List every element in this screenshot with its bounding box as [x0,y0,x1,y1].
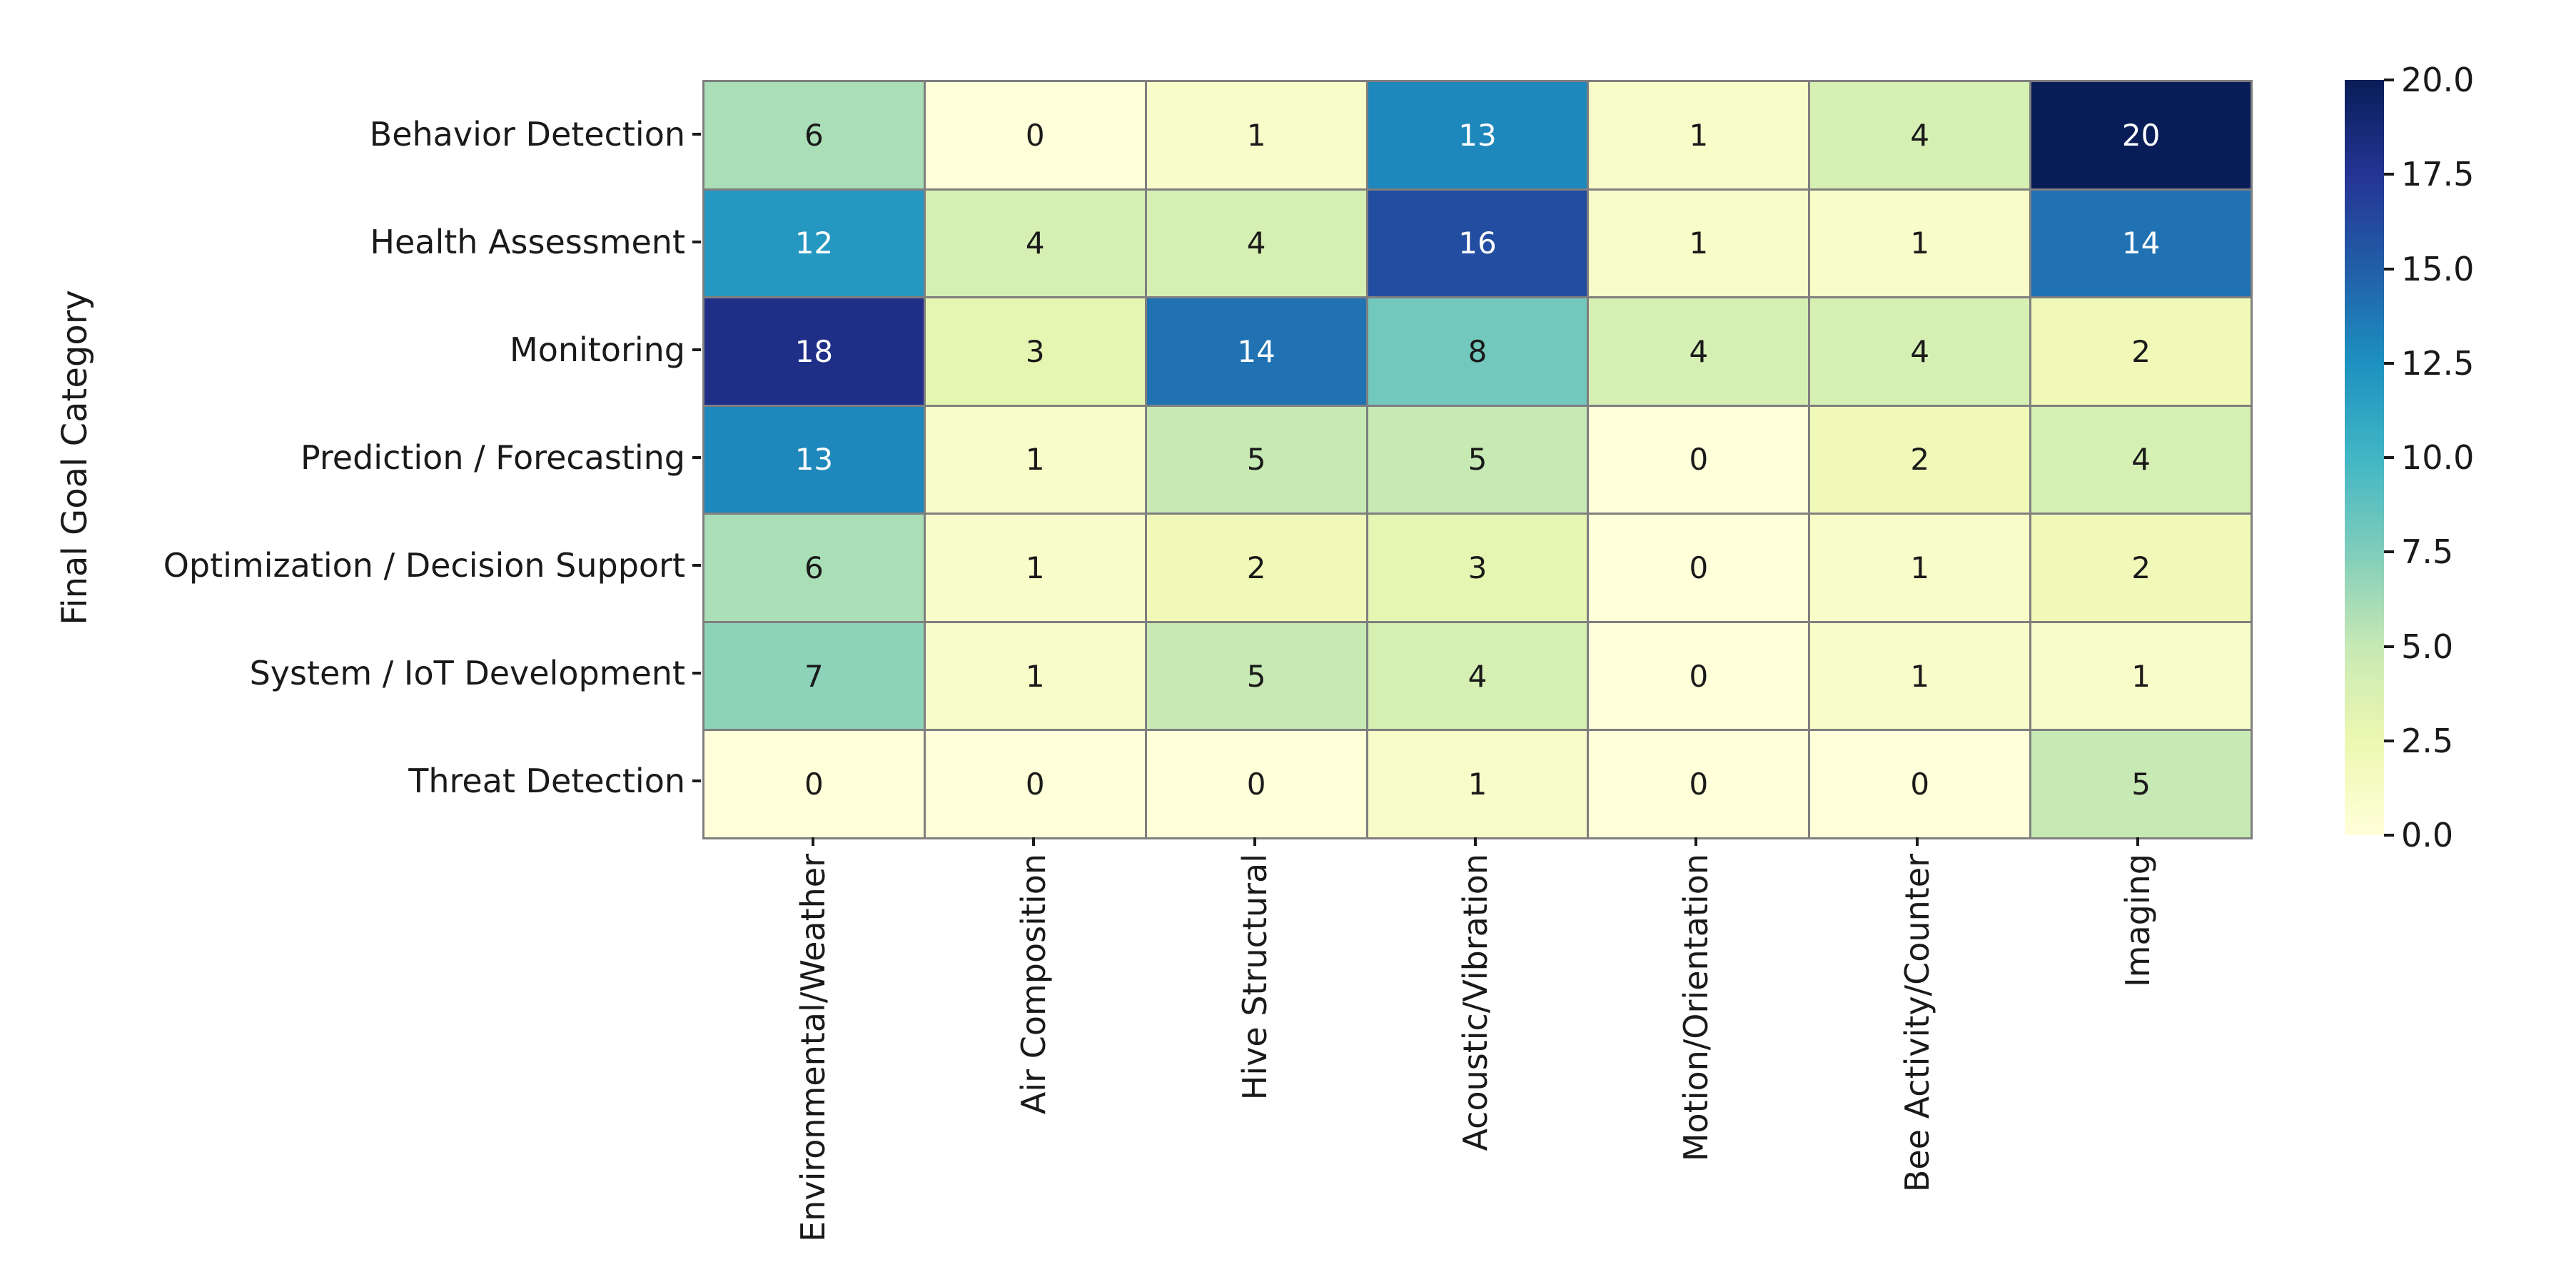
heatmap-cell: 13 [704,406,924,513]
heatmap-cell: 0 [1146,731,1366,837]
x-tick-mark [1694,837,1698,846]
colorbar-tick-label: 2.5 [2401,721,2454,760]
x-tick-label: Environmental/Weather [793,854,832,1242]
heatmap-cell: 1 [1810,190,2030,297]
x-tick-label: Hive Structural [1235,854,1274,1101]
heatmap-cell: 13 [1368,82,1587,188]
colorbar-tick-mark [2384,173,2394,176]
colorbar-tick-label: 12.5 [2401,343,2475,383]
y-tick-mark [692,564,701,567]
colorbar-gradient [2345,80,2384,835]
x-tick-mark [1253,837,1256,846]
heatmap-cell: 12 [704,190,924,297]
colorbar-tick-label: 0.0 [2401,816,2454,854]
x-tick-label: Motion/Orientation [1677,854,1716,1162]
colorbar-tick-mark [2384,456,2394,459]
heatmap-cell: 0 [704,731,924,837]
x-tick-label: Acoustic/Vibration [1456,854,1495,1151]
colorbar-tick-mark [2384,79,2394,81]
x-tick-label: Air Composition [1014,854,1054,1115]
heatmap-cell: 3 [925,298,1145,405]
heatmap-cell: 6 [704,515,924,621]
y-tick-mark [692,348,701,351]
heatmap-cell: 4 [925,190,1145,297]
heatmap-cell: 1 [1810,622,2030,730]
heatmap-cell: 0 [1589,406,1809,513]
colorbar-tick-mark [2384,834,2394,837]
heatmap-cell: 0 [1810,731,2030,837]
heatmap-cell: 14 [2031,190,2251,297]
heatmap-cell: 1 [925,406,1145,513]
heatmap-cell: 6 [704,82,924,188]
y-tick-mark [692,456,701,459]
heatmap-cell: 5 [1146,622,1366,730]
heatmap-cell: 2 [2031,515,2251,621]
y-tick-label: Prediction / Forecasting [300,438,685,477]
heatmap-cell: 1 [1589,190,1809,297]
colorbar-tick-label: 10.0 [2401,438,2475,477]
heatmap-cell: 0 [1589,731,1809,837]
y-tick-mark [692,779,701,783]
y-tick-mark [692,240,701,243]
heatmap-cell: 1 [1146,82,1366,188]
heatmap-cell: 14 [1146,298,1366,405]
heatmap-cell: 1 [1368,731,1587,837]
heatmap-cell: 20 [2031,82,2251,188]
heatmap-cell: 1 [925,515,1145,621]
heatmap-cell: 7 [704,622,924,730]
heatmap-cell: 4 [2031,406,2251,513]
heatmap-cell: 5 [1368,406,1587,513]
heatmap-cell: 4 [1589,298,1809,405]
colorbar-tick-mark [2384,645,2394,648]
heatmap-cell: 5 [2031,731,2251,837]
y-tick-label: Monitoring [510,330,685,369]
y-tick-label: Health Assessment [370,222,685,261]
heatmap-cell: 1 [1589,82,1809,188]
colorbar-tick-label: 20.0 [2401,61,2475,99]
heatmap-cell: 0 [1589,622,1809,730]
colorbar-tick-mark [2384,267,2394,271]
heatmap-cell: 3 [1368,515,1587,621]
colorbar-tick-mark [2384,550,2394,554]
heatmap-cell: 2 [2031,298,2251,405]
x-tick-mark [2136,837,2140,846]
heatmap-grid: 6 0 1 13 1 4 20 12 4 4 16 1 1 14 18 3 14 8 4 4 2 13 1 5 5 0 2 4 6 1 2 3… [702,80,2253,839]
y-tick-label: Behavior Detection [369,114,685,153]
heatmap-cell: 4 [1368,622,1587,730]
heatmap-cell: 4 [1810,82,2030,188]
x-tick-label: Imaging [2118,854,2158,987]
heatmap-cell: 4 [1810,298,2030,405]
heatmap-cell: 2 [1146,515,1366,621]
y-tick-label: System / IoT Development [249,654,685,693]
colorbar-tick-label: 7.5 [2401,533,2454,572]
heatmap-cell: 1 [1810,515,2030,621]
heatmap-cell: 5 [1146,406,1366,513]
y-tick-mark [692,132,701,136]
x-tick-mark [1915,837,1919,846]
colorbar-tick-mark [2384,361,2394,365]
colorbar-tick-mark [2384,739,2394,742]
heatmap-cell: 0 [1589,515,1809,621]
colorbar-tick-label: 17.5 [2401,155,2475,194]
heatmap-cell: 1 [2031,622,2251,730]
heatmap-cell: 1 [925,622,1145,730]
x-tick-mark [1474,837,1477,846]
colorbar-tick-label: 5.0 [2401,627,2454,666]
heatmap-cell: 8 [1368,298,1587,405]
x-tick-mark [811,837,814,846]
x-tick-mark [1032,837,1036,846]
heatmap-cell: 0 [925,82,1145,188]
y-tick-label: Threat Detection [408,762,685,801]
heatmap-cell: 2 [1810,406,2030,513]
y-tick-mark [692,672,701,675]
y-tick-label: Optimization / Decision Support [163,546,685,585]
colorbar-tick-label: 15.0 [2401,249,2475,288]
heatmap-cell: 18 [704,298,924,405]
x-tick-label: Bee Activity/Counter [1897,854,1936,1193]
heatmap-cell: 4 [1146,190,1366,297]
heatmap-cell: 0 [925,731,1145,837]
heatmap-cell: 16 [1368,190,1587,297]
